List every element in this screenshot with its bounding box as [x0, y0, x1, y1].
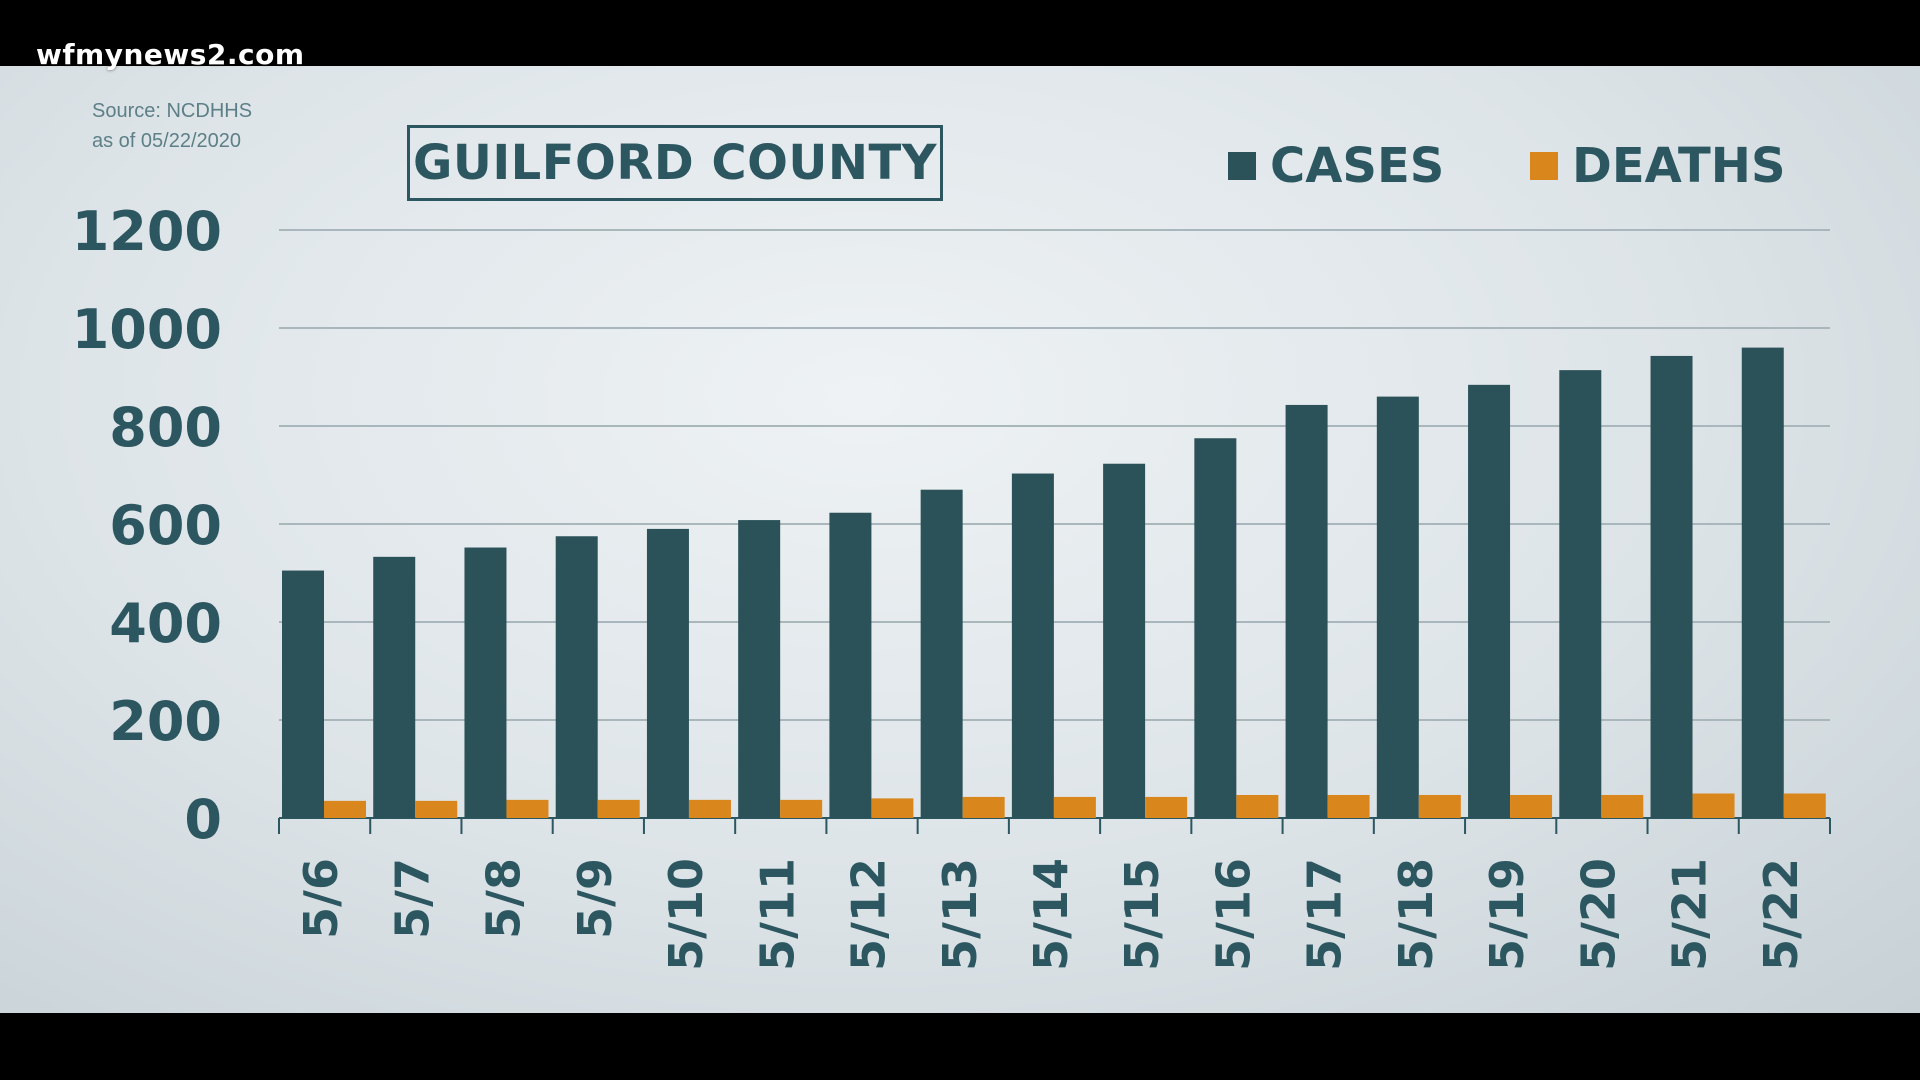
chart-title: GUILFORD COUNTY	[412, 135, 938, 191]
x-tick-label-5/22: 5/22	[1754, 858, 1808, 971]
bar-cases-5/16	[1194, 438, 1237, 818]
legend-cases: CASES	[1228, 138, 1444, 194]
bar-deaths-5/19	[1510, 794, 1553, 818]
bar-deaths-5/18	[1418, 794, 1461, 818]
bar-deaths-5/16	[1236, 794, 1279, 818]
x-tick-label-5/11: 5/11	[750, 858, 804, 971]
bar-cases-5/20	[1559, 370, 1602, 818]
bar-chart: 0 200 400 600 800 1000 1200 5/6 5/7 5/8 5/9 5/10 5/1…	[72, 200, 1831, 971]
bar-cases-5/19	[1468, 384, 1511, 818]
chart-title-box: GUILFORD COUNTY	[407, 125, 943, 201]
x-tick-label-5/6: 5/6	[294, 858, 348, 939]
bar-deaths-5/6	[324, 800, 366, 818]
bar-deaths-5/7	[415, 800, 458, 818]
x-tick-label-5/17: 5/17	[1298, 858, 1352, 971]
bar-deaths-5/15	[1145, 796, 1188, 818]
legend-deaths-swatch	[1530, 152, 1558, 180]
bar-deaths-5/8	[506, 799, 549, 818]
bar-deaths-5/21	[1692, 793, 1735, 818]
bar-deaths-5/22	[1783, 793, 1826, 818]
x-tick-label-5/10: 5/10	[659, 858, 713, 971]
bar-cases-5/22	[1741, 347, 1784, 818]
bar-cases-5/15	[1103, 463, 1146, 818]
y-tick-label-800: 800	[109, 396, 222, 459]
x-tick-label-5/9: 5/9	[568, 858, 622, 939]
bar-cases-5/11	[738, 520, 781, 818]
bar-cases-5/13	[920, 489, 963, 818]
bar-cases-5/12	[829, 512, 872, 818]
bar-cases-5/17	[1285, 404, 1328, 818]
bar-deaths-5/9	[597, 799, 640, 818]
legend-deaths-label: DEATHS	[1572, 138, 1786, 194]
x-tick-label-5/7: 5/7	[385, 858, 439, 939]
x-tick-label-5/8: 5/8	[477, 858, 531, 939]
x-tick-label-5/20: 5/20	[1571, 858, 1625, 971]
x-tick-label-5/18: 5/18	[1389, 858, 1443, 971]
bar-cases-5/9	[555, 536, 598, 818]
bar-cases-5/6	[282, 570, 324, 818]
x-tick-label-5/16: 5/16	[1206, 858, 1260, 971]
x-tick-label-5/14: 5/14	[1024, 858, 1078, 971]
source-note: Source: NCDHHS as of 05/22/2020	[92, 96, 252, 156]
bar-cases-5/8	[464, 547, 507, 818]
bar-cases-5/21	[1650, 355, 1693, 818]
bar-deaths-5/10	[688, 799, 731, 818]
y-tick-label-1000: 1000	[72, 298, 222, 361]
bar-cases-5/14	[1011, 473, 1054, 818]
watermark-logo: wfmynews2.com	[36, 38, 305, 71]
legend-deaths: DEATHS	[1530, 138, 1786, 194]
bar-deaths-5/12	[871, 798, 914, 818]
bar-deaths-5/20	[1601, 794, 1644, 818]
x-tick-label-5/15: 5/15	[1115, 858, 1169, 971]
x-tick-label-5/13: 5/13	[933, 858, 987, 971]
y-tick-label-600: 600	[109, 494, 222, 557]
x-tick-label-5/12: 5/12	[842, 858, 896, 971]
source-line-2: as of 05/22/2020	[92, 130, 242, 152]
bar-cases-5/7	[373, 556, 416, 818]
chart-panel: Source: NCDHHS as of 05/22/2020 GUILFORD…	[0, 66, 1920, 1013]
y-tick-label-0: 0	[184, 788, 222, 851]
bar-deaths-5/14	[1053, 796, 1096, 818]
bar-cases-5/18	[1376, 396, 1419, 818]
legend-cases-swatch	[1228, 152, 1256, 180]
bar-cases-5/10	[646, 528, 689, 818]
bar-deaths-5/17	[1327, 794, 1370, 818]
y-tick-label-1200: 1200	[72, 200, 222, 263]
bar-deaths-5/13	[962, 796, 1005, 818]
y-tick-label-200: 200	[109, 690, 222, 753]
y-tick-label-400: 400	[109, 592, 222, 655]
source-line-1: Source: NCDHHS	[92, 100, 253, 122]
bar-deaths-5/11	[780, 799, 823, 818]
x-tick-label-5/19: 5/19	[1480, 858, 1534, 971]
x-tick-label-5/21: 5/21	[1663, 858, 1717, 971]
legend-cases-label: CASES	[1270, 138, 1445, 194]
